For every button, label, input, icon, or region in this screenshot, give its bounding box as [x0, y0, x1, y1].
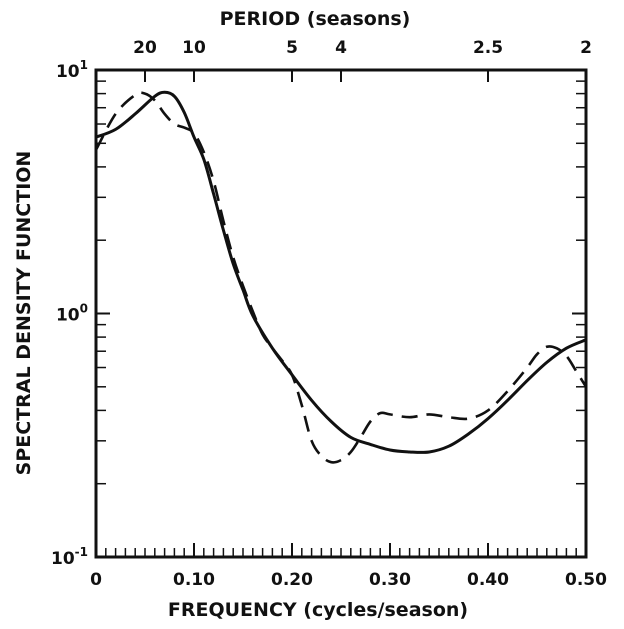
x-tick-label: 0.50 — [565, 570, 607, 590]
x-tick-label: 0.20 — [271, 570, 313, 590]
y-tick-label: 101 — [56, 58, 88, 82]
top-tick-label: 2 — [580, 38, 592, 58]
y-tick-label: 10-1 — [51, 545, 88, 569]
series-layer — [94, 90, 588, 464]
top-tick-label: 2.5 — [473, 38, 503, 58]
series-solid-line — [95, 90, 587, 454]
top-axis-label: PERIOD (seasons) — [220, 8, 411, 30]
top-tick-label: 4 — [335, 38, 347, 58]
x-tick-label: 0 — [90, 570, 102, 590]
y-axis-label: SPECTRAL DENSITY FUNCTION — [13, 151, 35, 476]
x-axis-label: FREQUENCY (cycles/season) — [168, 599, 468, 621]
series-dashed-line — [94, 91, 588, 464]
x-tick-label: 0.40 — [467, 570, 509, 590]
top-tick-label: 5 — [286, 38, 298, 58]
plot-frame — [94, 68, 588, 559]
top-tick-label: 20 — [133, 38, 157, 58]
y-tick-label: 100 — [56, 302, 88, 326]
x-tick-label: 0.30 — [369, 570, 411, 590]
labels-layer: 20 10 5 4 2.5 20 0.10 0.20 0.30 0.40 0.5010-110010… — [51, 38, 607, 590]
top-tick-label: 10 — [182, 38, 206, 58]
ticks-layer — [95, 70, 587, 558]
x-tick-label: 0.10 — [173, 570, 215, 590]
